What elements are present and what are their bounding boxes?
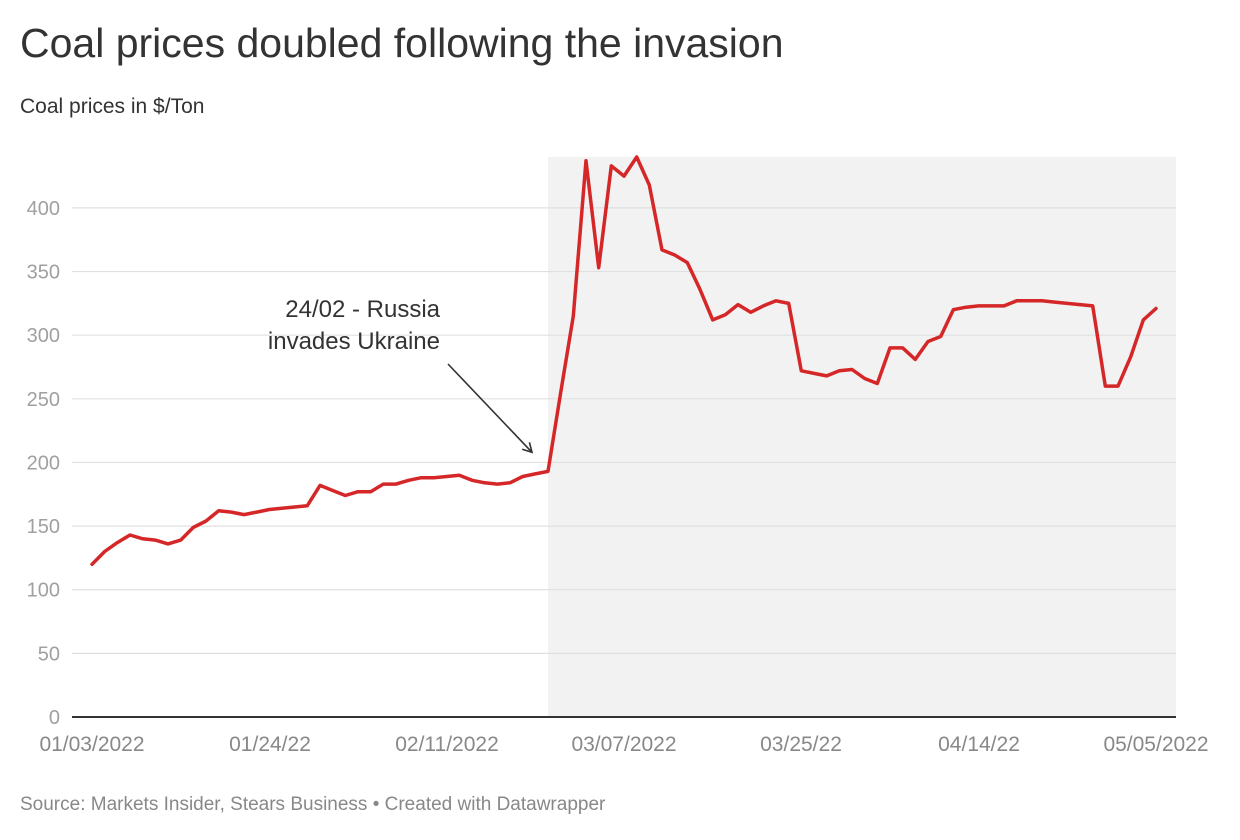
x-tick-label-4: 03/25/22 — [760, 733, 842, 756]
y-tick-label-0: 0 — [49, 707, 60, 729]
chart-title: Coal prices doubled following the invasi… — [20, 20, 784, 66]
y-tick-label-250: 250 — [27, 389, 60, 411]
x-tick-label-6: 05/05/2022 — [1103, 733, 1208, 756]
chart-subtitle: Coal prices in $/Ton — [20, 95, 205, 118]
x-tick-label-3: 03/07/2022 — [571, 733, 676, 756]
post-invasion-band — [548, 157, 1176, 717]
y-tick-label-50: 50 — [38, 643, 60, 665]
y-tick-label-350: 350 — [27, 262, 60, 284]
annotation-arrow — [447, 363, 534, 454]
y-tick-label-150: 150 — [27, 516, 60, 538]
price-line — [90, 155, 1158, 567]
annotation-line-1: 24/02 - Russia — [285, 296, 440, 323]
y-tick-label-400: 400 — [27, 198, 60, 220]
x-tick-label-2: 02/11/2022 — [395, 733, 499, 756]
y-tick-label-200: 200 — [27, 452, 60, 474]
line-chart: 0 50 100 150 200 250 300 350 400 01/03/2022 01/24… — [27, 155, 1209, 756]
y-tick-label-300: 300 — [27, 325, 60, 347]
y-tick-label-100: 100 — [27, 580, 60, 602]
source-footer: Source: Markets Insider, Stears Business… — [20, 794, 606, 815]
annotation-line-2: invades Ukraine — [268, 328, 440, 355]
x-tick-label-5: 04/14/22 — [938, 733, 1020, 756]
x-tick-label-1: 01/24/22 — [229, 733, 311, 756]
x-tick-label-0: 01/03/2022 — [39, 733, 144, 756]
